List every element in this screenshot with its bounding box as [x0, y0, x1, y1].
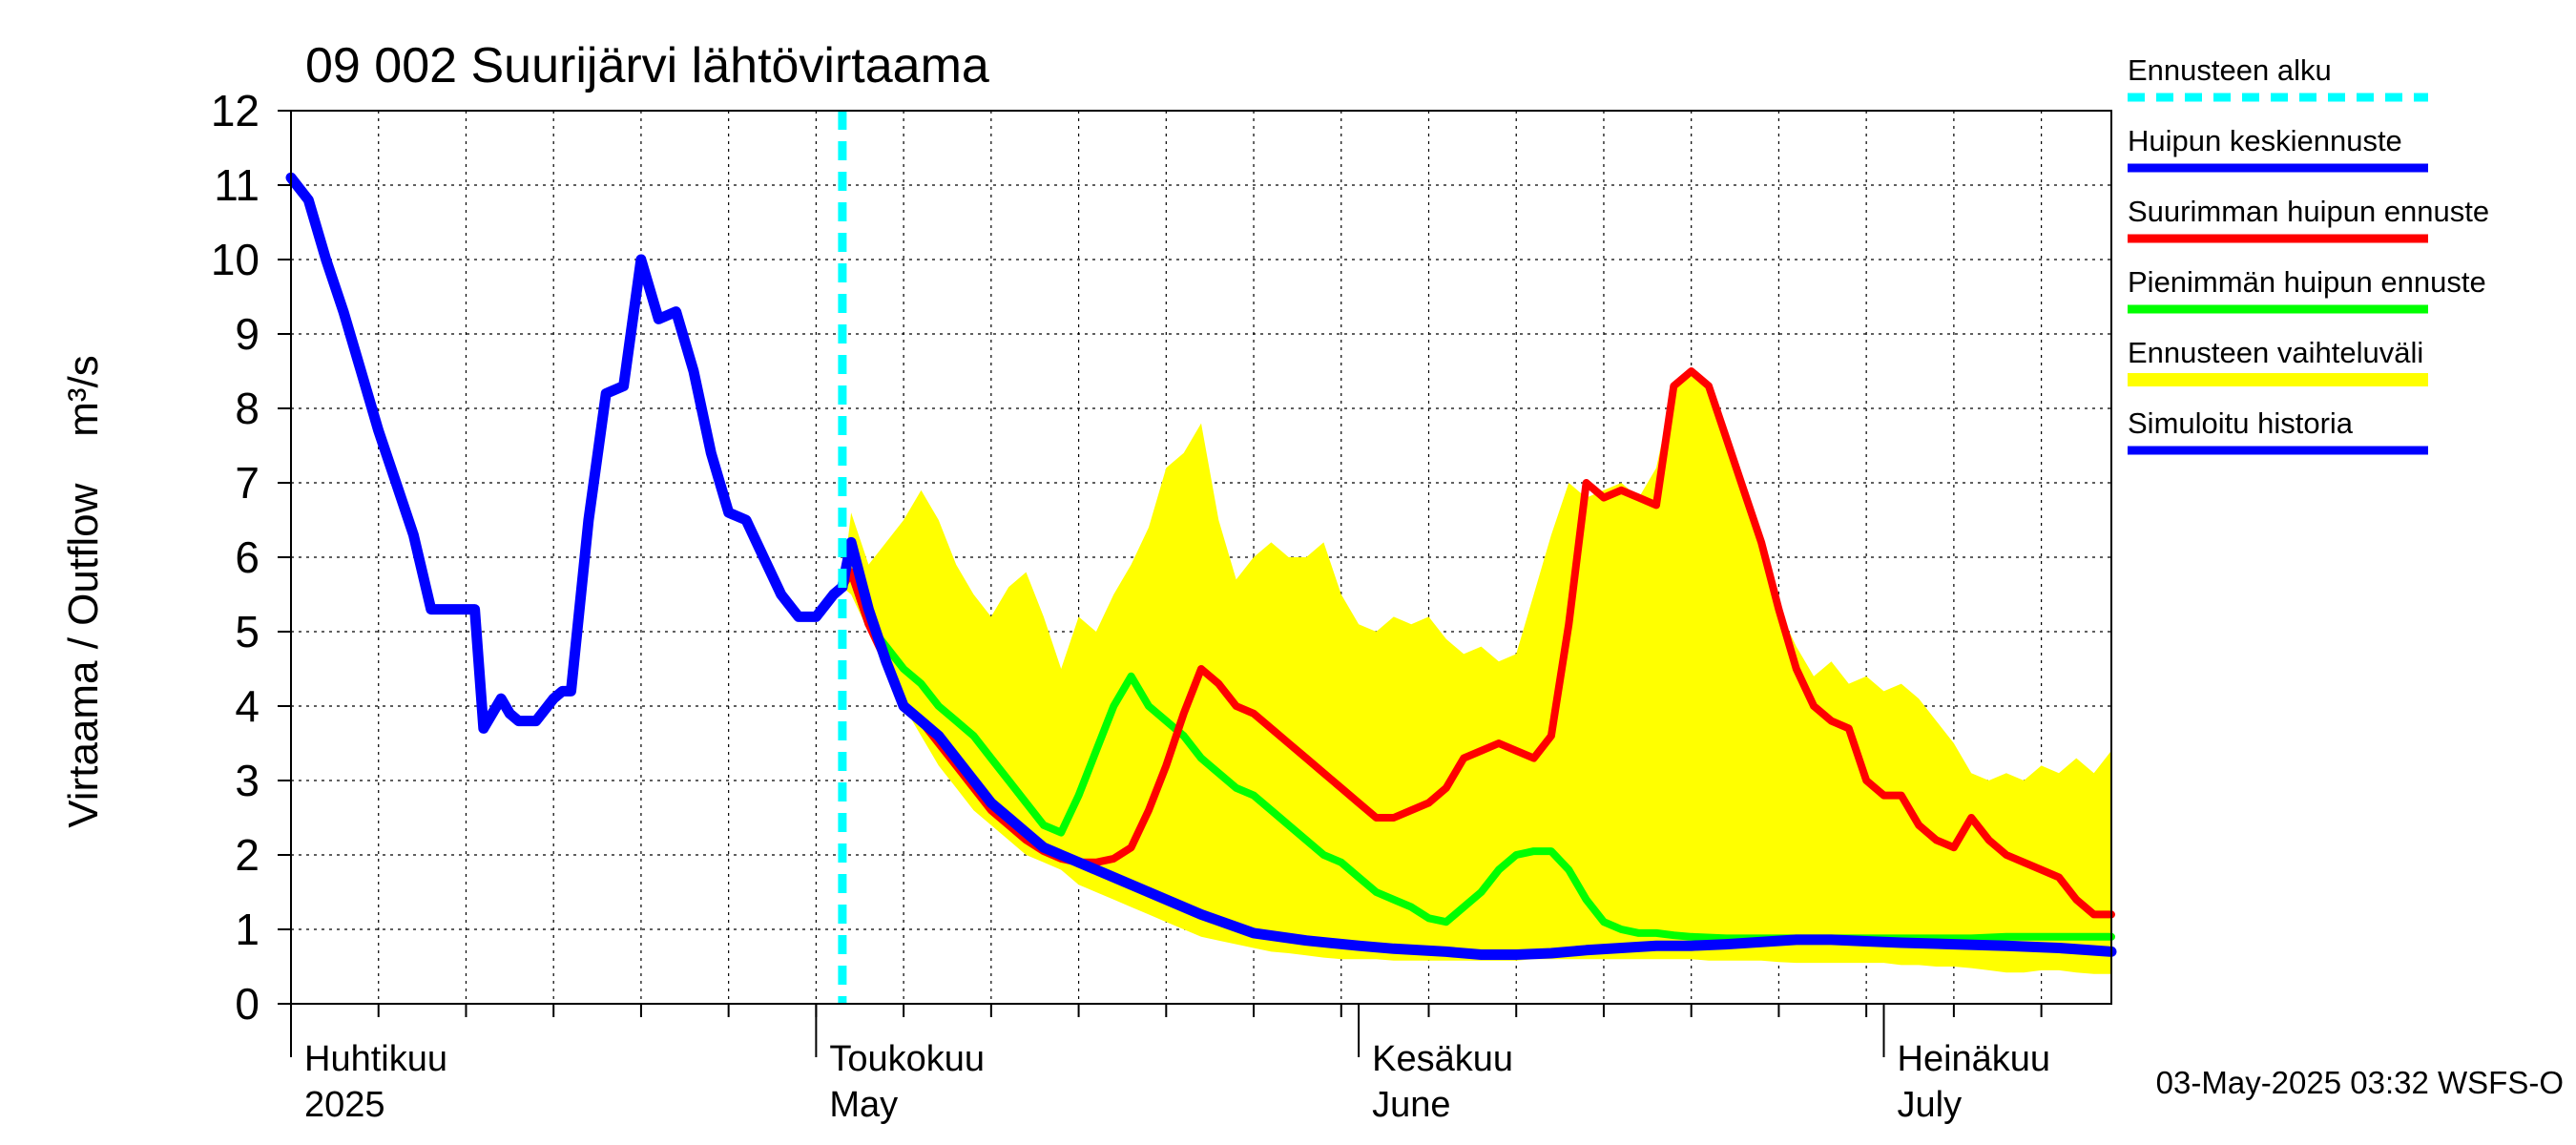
- legend-label-range: Ennusteen vaihteluväli: [2128, 336, 2423, 369]
- y-axis-label: Virtaama / Outflow m³/s: [60, 355, 107, 828]
- y-tick-label: 7: [235, 458, 260, 508]
- x-month-label-en: May: [829, 1085, 898, 1125]
- y-tick-label: 2: [235, 830, 260, 880]
- legend-label-mean: Huipun keskiennuste: [2128, 124, 2402, 157]
- legend-label-min: Pienimmän huipun ennuste: [2128, 265, 2486, 299]
- series-simuloitu-historia: [285, 172, 848, 734]
- x-month-label-en: July: [1898, 1085, 1963, 1125]
- series-layer: [285, 111, 2117, 1004]
- y-tick-label: 5: [235, 607, 260, 656]
- y-tick-label: 9: [235, 309, 260, 359]
- x-month-label-fi: Huhtikuu: [304, 1039, 447, 1079]
- legend-label-history: Simuloitu historia: [2128, 406, 2354, 440]
- x-month-label-en: June: [1372, 1085, 1450, 1125]
- legend-label-max: Suurimman huipun ennuste: [2128, 195, 2489, 228]
- y-tick-label: 10: [211, 235, 260, 284]
- band-area: [841, 371, 2111, 974]
- y-tick-label: 4: [235, 681, 260, 731]
- y-tick-label: 6: [235, 532, 260, 582]
- x-month-label-en: 2025: [304, 1085, 385, 1125]
- timestamp-footer: 03-May-2025 03:32 WSFS-O: [2156, 1065, 2564, 1100]
- x-month-label-fi: Kesäkuu: [1372, 1039, 1513, 1079]
- series-huipun-keskiennuste: [837, 536, 2117, 960]
- x-month-label-fi: Toukokuu: [829, 1039, 985, 1079]
- x-month-label-fi: Heinäkuu: [1898, 1039, 2051, 1079]
- legend-label-forecast_start: Ennusteen alku: [2128, 53, 2332, 87]
- y-tick-label: 0: [235, 979, 260, 1029]
- y-tick-label: 11: [214, 160, 260, 210]
- y-tick-label: 8: [235, 384, 260, 433]
- chart-title: 09 002 Suurijärvi lähtövirtaama: [305, 38, 989, 94]
- x-axis: Huhtikuu 2025 Toukokuu May Kesäkuu June Heinäk…: [290, 1004, 2051, 1125]
- y-tick-label: 12: [211, 86, 260, 135]
- forecast-range-band: [841, 371, 2111, 974]
- legend: Ennusteen alku Huipun keskiennuste Suurimm…: [2128, 53, 2489, 455]
- y-tick-label: 1: [235, 905, 260, 954]
- y-tick-label: 3: [235, 756, 260, 805]
